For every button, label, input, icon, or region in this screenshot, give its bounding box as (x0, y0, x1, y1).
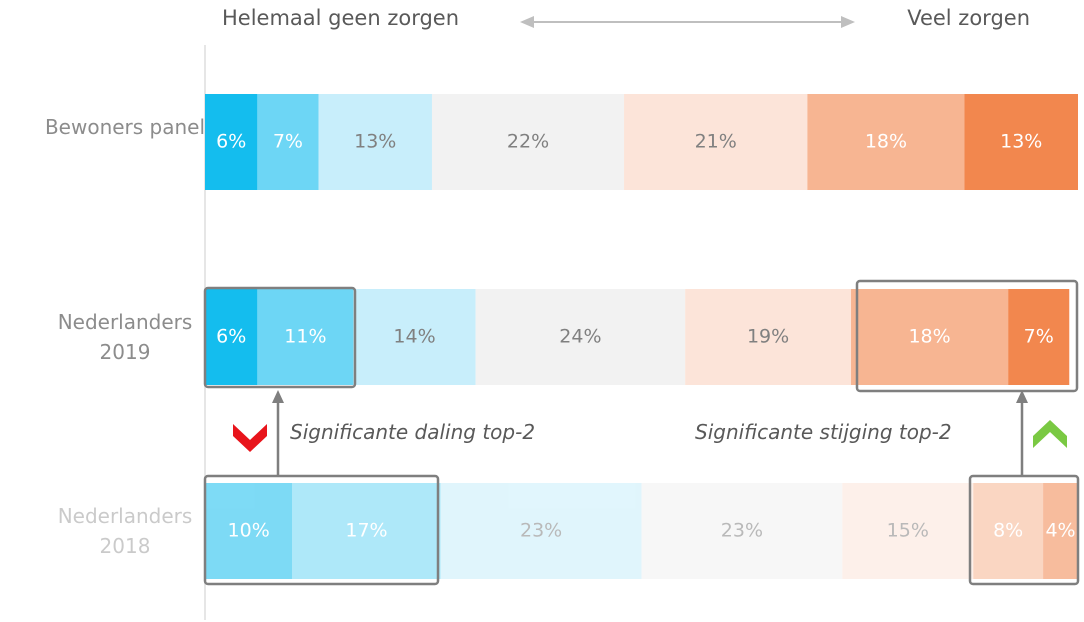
bar-segment (807, 94, 965, 190)
value-label: 10% (228, 520, 270, 542)
category-label: Nederlanders 2018 (57, 504, 193, 558)
value-label: 6% (216, 326, 246, 348)
value-label: 6% (216, 131, 246, 153)
bar-segment (318, 94, 432, 190)
bar-segment (431, 94, 625, 190)
bar-segment (257, 94, 319, 190)
change-arrows (272, 390, 1028, 476)
header-left: Helemaal geen zorgen (222, 6, 460, 30)
value-label: 7% (1024, 326, 1054, 348)
bar-segment (964, 94, 1078, 190)
header-arrow (520, 16, 855, 28)
bar-segment (685, 289, 852, 385)
bar-segment (257, 289, 354, 385)
down-chevron (233, 424, 267, 452)
value-label: 18% (865, 131, 907, 153)
bar-segment (205, 289, 258, 385)
header-right: Veel zorgen (907, 6, 1030, 30)
value-label: 15% (887, 520, 929, 542)
category-label: Nederlanders 2019 (57, 310, 193, 364)
value-label: 17% (345, 520, 387, 542)
value-label: 18% (908, 326, 950, 348)
bar-segment (1008, 289, 1070, 385)
value-label: 19% (747, 326, 789, 348)
bar-row: 6% 7% 13% 22% 21% 18% 13% (205, 94, 1078, 190)
value-label: 23% (721, 520, 763, 542)
bar-row: 6% 11% 14% 24% 19% 18% 7% (205, 289, 1070, 385)
value-label: 24% (559, 326, 601, 348)
annotation: Significante stijging top-2 (695, 420, 952, 444)
bar-segment (851, 289, 1009, 385)
value-label: 13% (1000, 131, 1042, 153)
value-label: 23% (520, 520, 562, 542)
value-label: 13% (354, 131, 396, 153)
bar-segment (973, 483, 1044, 579)
bar-segment (292, 483, 441, 579)
highlight-boxes (203, 279, 1080, 586)
bar-row: 10% 17% 23% 23% 15% 8% 4% (205, 483, 1078, 579)
value-label: 22% (507, 131, 549, 153)
bar-segment (440, 483, 642, 579)
up-chevron (1033, 420, 1067, 448)
bar-segment (624, 94, 808, 190)
value-label: 14% (393, 326, 435, 348)
value-label: 7% (273, 131, 303, 153)
bar-segment (1043, 483, 1078, 579)
bar-segment (641, 483, 843, 579)
bar-segment (205, 483, 293, 579)
category-label: Bewoners panel (44, 115, 206, 139)
value-label: 4% (1045, 520, 1075, 542)
annotation: Significante daling top-2 (290, 420, 536, 444)
bar-segment (353, 289, 476, 385)
value-label: 8% (993, 520, 1023, 542)
bar-segment (475, 289, 686, 385)
bar-segment (205, 94, 258, 190)
value-label: 21% (695, 131, 737, 153)
bar-segment (842, 483, 974, 579)
value-label: 11% (284, 326, 326, 348)
